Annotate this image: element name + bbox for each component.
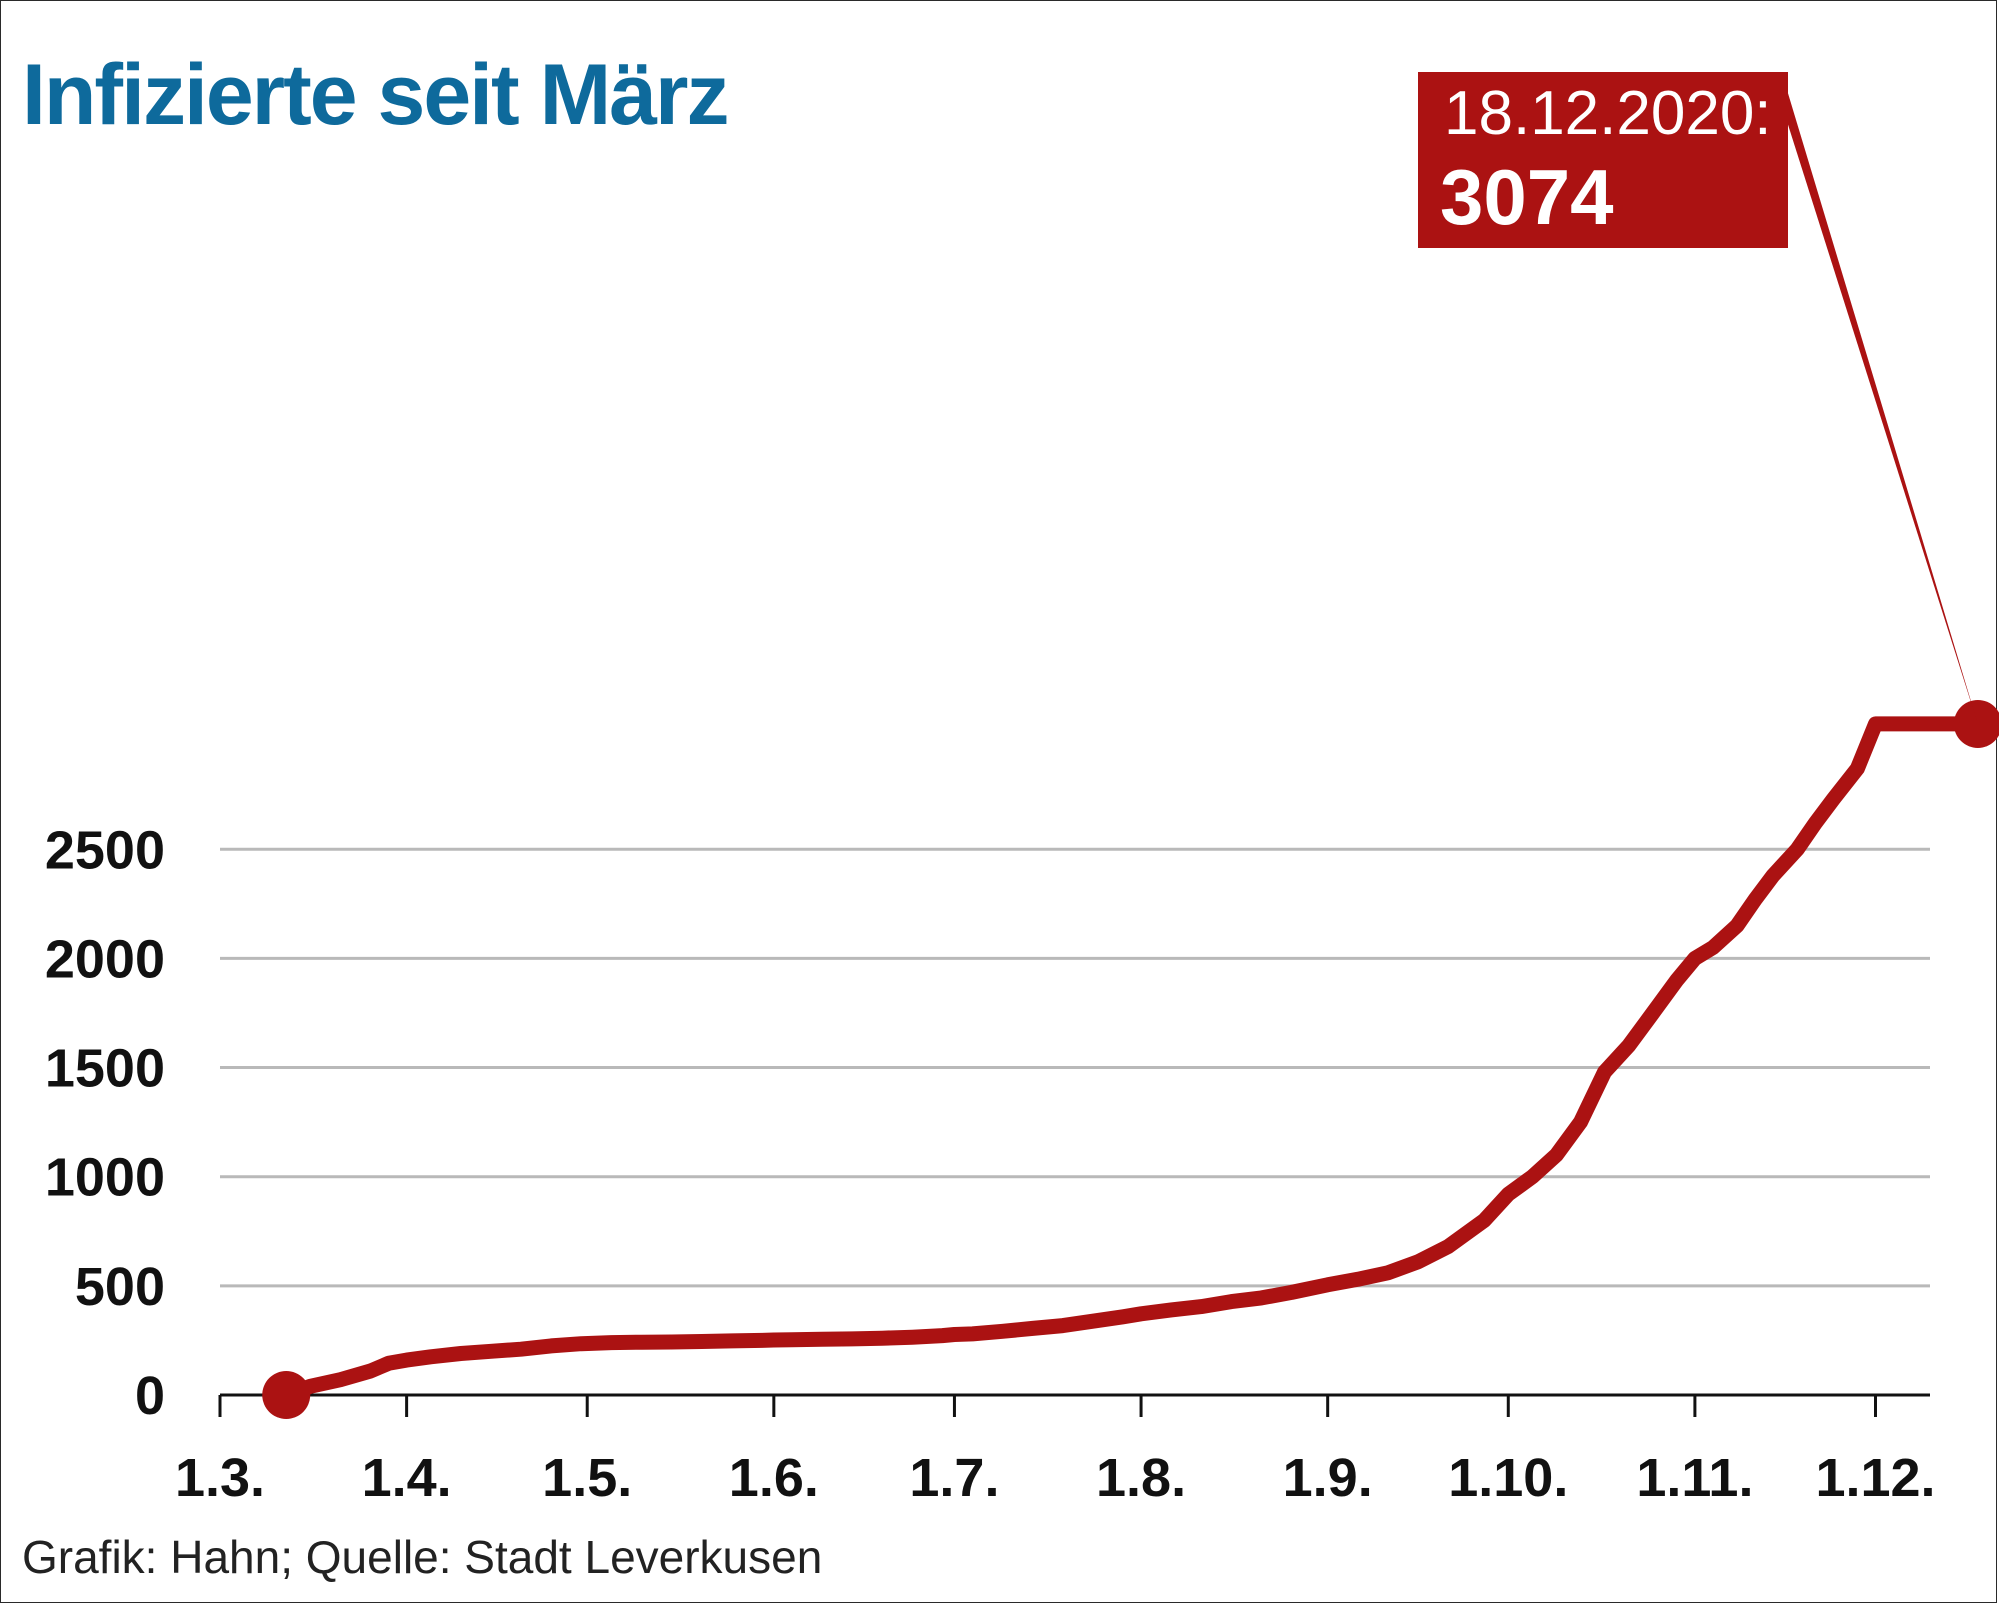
callout-box [1418, 72, 1788, 248]
y-tick-label-2500: 2500 [45, 820, 165, 880]
x-tick-label-3: 1.6. [729, 1448, 819, 1508]
chart-title: Infizierte seit März [22, 47, 730, 143]
y-tick-label-1500: 1500 [45, 1039, 165, 1099]
callout-layer: 18.12.2020:3074 [1418, 72, 1978, 724]
series-line-infizierte [278, 716, 1986, 1403]
series-layer [262, 699, 1999, 1419]
x-tick-label-8: 1.11. [1636, 1448, 1753, 1508]
x-tick-label-7: 1.10. [1448, 1448, 1568, 1508]
end-point [1953, 699, 1999, 748]
x-tick-label-9: 1.12. [1815, 1448, 1935, 1508]
x-tick-label-0: 1.3. [175, 1448, 265, 1508]
y-axis-tick-labels: 0 500 1000 1500 2000 2500 [45, 820, 165, 1426]
start-point [262, 1371, 311, 1419]
y-tick-label-0: 0 [135, 1366, 165, 1426]
x-tick-label-5: 1.8. [1096, 1448, 1186, 1508]
callout-value: 3074 [1440, 153, 1614, 241]
x-tick-label-1: 1.4. [362, 1448, 452, 1508]
x-tick-label-4: 1.7. [909, 1448, 999, 1508]
y-tick-label-2000: 2000 [45, 929, 165, 989]
x-tick-label-6: 1.9. [1283, 1448, 1373, 1508]
y-tick-label-1000: 1000 [45, 1148, 165, 1208]
source-note: Grafik: Hahn; Quelle: Stadt Leverkusen [22, 1531, 823, 1583]
x-tick-label-2: 1.5. [542, 1448, 632, 1508]
y-tick-label-500: 500 [75, 1257, 165, 1317]
gridlines [220, 847, 1930, 1288]
x-axis: 1.3. 1.4. 1.5. 1.6. 1.7. 1.8. 1.9. 1.10. 1.11. 1.… [175, 1393, 1936, 1508]
callout-connector [1784, 80, 1978, 724]
callout-date: 18.12.2020: [1444, 79, 1772, 148]
